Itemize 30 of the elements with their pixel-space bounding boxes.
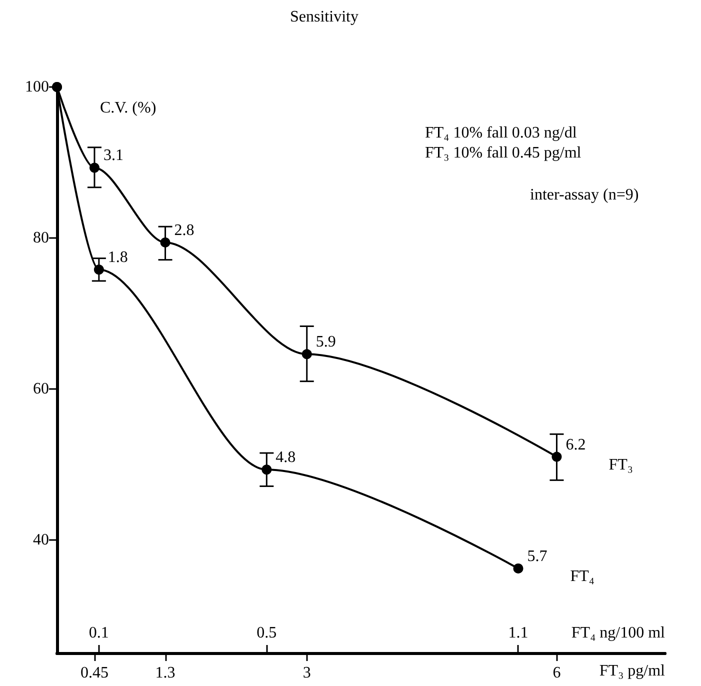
x2-tick-label: 0.45	[80, 664, 108, 682]
x-tick-label: 0.1	[88, 624, 109, 642]
y-tick-label: 60	[33, 380, 49, 398]
annotation: inter-assay (n=9)	[530, 186, 639, 204]
annotation: 3.1	[103, 147, 124, 164]
x2-tick-label: 1.3	[155, 664, 176, 682]
point	[262, 464, 272, 475]
annotation: C.V. (%)	[100, 100, 156, 116]
x-tick-label: 1.1	[508, 624, 528, 642]
y-tick-label: 80	[33, 229, 49, 246]
point	[94, 264, 104, 275]
text: FT₄	[570, 568, 595, 585]
text: FT₃	[608, 456, 633, 474]
x2-tick-label: 3	[302, 664, 311, 682]
y-tick-label: 100	[25, 78, 49, 96]
point	[513, 563, 524, 574]
annotation: 5.7	[527, 548, 548, 565]
chart-title: Sensitivity	[290, 8, 358, 26]
x-axis-title: FT₄ ng/100 ml	[571, 624, 666, 642]
x-tick-label: 0.5	[256, 624, 277, 642]
annotation: 4.8	[276, 449, 296, 466]
x2-axis-title: FT₃ pg/ml	[599, 662, 666, 680]
annotation: 2.8	[174, 222, 194, 239]
y-tick-label: 40	[33, 531, 49, 548]
annotation: 6.2	[566, 436, 586, 454]
annotation: FT₃ 10% fall 0.45 pg/ml	[425, 144, 582, 162]
annotation: FT₄ 10% fall 0.03 ng/dl	[425, 124, 578, 142]
annotation: 1.8	[108, 249, 128, 266]
x2-tick-label: 6	[552, 664, 561, 682]
annotation: 5.9	[316, 334, 336, 351]
